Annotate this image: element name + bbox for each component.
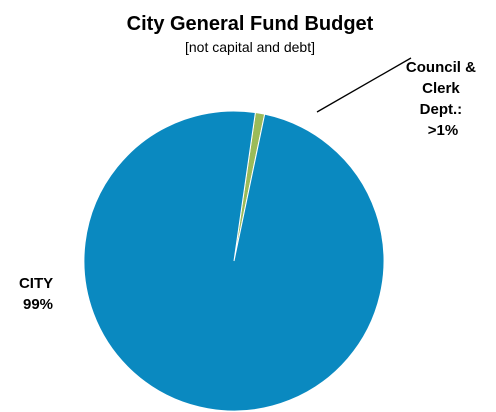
label-city-name: CITY <box>19 275 53 292</box>
label-council-clerk-percent: >1% <box>428 122 458 139</box>
label-council-clerk: Council & Clerk Dept.: >1% <box>406 59 480 139</box>
label-city-percent: 99% <box>23 296 53 313</box>
label-city: CITY 99% <box>19 275 57 313</box>
pie-slice-city <box>83 110 385 412</box>
pie-slices <box>83 110 385 412</box>
leader-line-council-clerk <box>316 57 412 113</box>
chart-subtitle: [not capital and debt] <box>185 39 315 55</box>
chart-title: City General Fund Budget <box>127 13 374 35</box>
